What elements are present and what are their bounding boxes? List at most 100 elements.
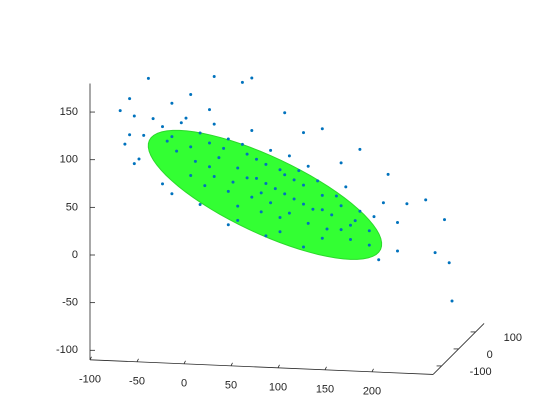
point (217, 156, 221, 160)
point (269, 201, 273, 205)
point (320, 193, 324, 197)
point (259, 210, 263, 214)
point (269, 148, 273, 152)
point (250, 76, 254, 80)
z-tick-label: 0 (487, 349, 493, 361)
point (325, 227, 329, 231)
point (264, 234, 268, 238)
point (208, 108, 211, 112)
point (259, 191, 263, 195)
point (255, 157, 258, 161)
point (283, 192, 287, 196)
point (443, 218, 446, 222)
point (297, 169, 301, 173)
point (358, 209, 362, 213)
point (250, 195, 254, 199)
x-tick-label: -50 (129, 376, 145, 388)
point (302, 202, 305, 206)
point (367, 229, 371, 233)
point (302, 245, 305, 249)
point (170, 101, 174, 105)
point (405, 202, 409, 206)
point (170, 192, 174, 196)
point (245, 176, 249, 180)
point (193, 159, 197, 163)
point (132, 162, 136, 166)
point (146, 76, 150, 80)
x-tick-label: 150 (316, 384, 334, 396)
x-tick-label: 0 (181, 378, 187, 390)
point (222, 146, 226, 150)
point (339, 228, 343, 232)
point (344, 185, 348, 189)
point (287, 211, 291, 215)
point (231, 180, 235, 184)
x-tick (230, 362, 233, 367)
point (302, 183, 305, 187)
point (278, 215, 282, 219)
point (161, 125, 164, 129)
point (292, 197, 296, 201)
point (236, 218, 240, 222)
point (311, 207, 315, 211)
point (264, 162, 268, 166)
point (283, 111, 287, 115)
point (151, 117, 155, 121)
point (320, 127, 324, 131)
point (250, 128, 254, 132)
point (212, 74, 216, 78)
point (273, 187, 277, 191)
point (236, 204, 240, 208)
point (396, 220, 399, 224)
point (433, 251, 437, 255)
point (208, 165, 211, 169)
point (339, 161, 343, 165)
point (302, 131, 305, 135)
point (240, 142, 244, 146)
point (212, 122, 216, 126)
x-tick-label: -100 (79, 374, 101, 386)
x-tick (277, 364, 280, 369)
point (245, 152, 249, 156)
point (189, 174, 193, 178)
point (226, 223, 230, 227)
point (128, 97, 132, 101)
point (450, 299, 454, 303)
point (306, 164, 310, 168)
point (198, 203, 202, 207)
point (396, 249, 399, 253)
point (132, 114, 136, 118)
point (339, 204, 343, 208)
x-tick (136, 358, 139, 363)
point (165, 139, 169, 143)
point (447, 261, 451, 265)
x-tick-label: 50 (225, 380, 237, 392)
point (278, 230, 282, 234)
x-tick (371, 368, 374, 373)
point (283, 173, 287, 177)
point (184, 116, 188, 120)
point (208, 141, 211, 145)
point (349, 223, 352, 227)
y-tick-label: 50 (66, 201, 78, 213)
point (386, 172, 390, 176)
point (358, 147, 362, 151)
x-tick (183, 360, 186, 365)
z-tick-label: -100 (470, 366, 492, 378)
point (372, 215, 376, 219)
point (137, 157, 141, 161)
point (179, 121, 183, 125)
point (240, 80, 244, 84)
point (353, 219, 357, 223)
point (320, 236, 324, 240)
point (381, 201, 385, 205)
point (198, 131, 202, 135)
y-tick-label: 0 (72, 249, 78, 261)
point (161, 182, 164, 186)
point (287, 154, 291, 158)
point (349, 238, 352, 241)
point (189, 93, 193, 97)
point (316, 179, 320, 183)
point (377, 258, 381, 262)
